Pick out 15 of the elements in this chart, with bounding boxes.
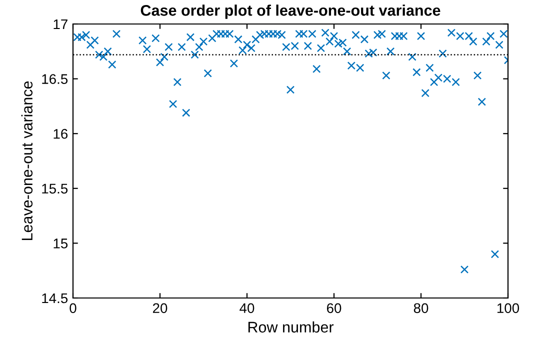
- chart-title: Case order plot of leave-one-out variance: [140, 4, 440, 19]
- x-tick-label: 100: [497, 303, 520, 314]
- y-tick-label: 17: [54, 19, 68, 30]
- x-tick-label: 0: [70, 303, 76, 314]
- x-tick-label: 80: [414, 303, 428, 314]
- y-tick-label: 15.5: [42, 184, 68, 194]
- y-tick-label: 15: [54, 238, 68, 248]
- y-tick-label: 14.5: [42, 293, 68, 304]
- y-tick-label: 16.5: [42, 74, 68, 84]
- x-axis-title: Row number: [248, 321, 334, 333]
- y-axis-title: Leave-one-out variance: [21, 81, 33, 240]
- y-tick-label: 16: [54, 128, 68, 139]
- x-tick-label: 60: [326, 303, 342, 314]
- x-tick-label: 40: [240, 303, 254, 314]
- x-tick-label: 20: [152, 303, 168, 314]
